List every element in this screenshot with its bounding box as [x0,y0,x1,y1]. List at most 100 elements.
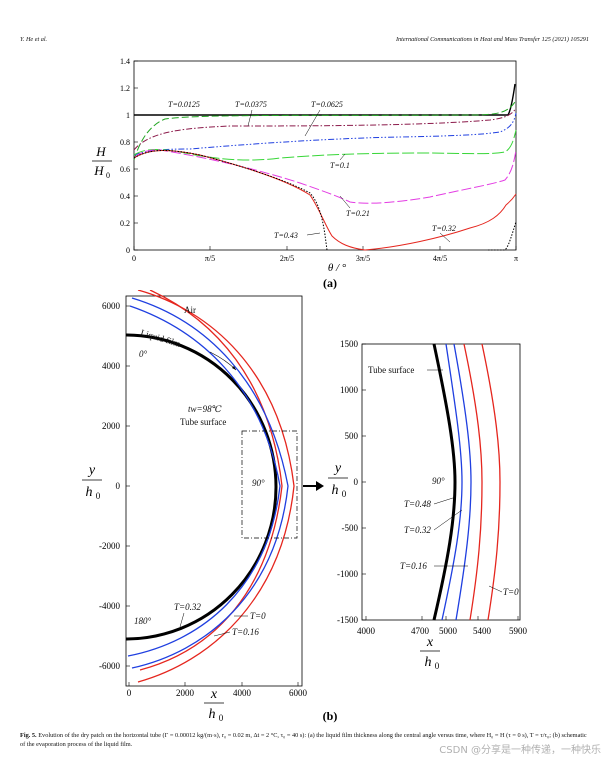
left-x-axis-label: x h 0 [204,687,224,723]
svg-text:h: h [86,485,93,500]
x-tick-label: π [514,254,518,263]
left-x-tick-label: 2000 [176,688,195,698]
svg-text:h: h [209,707,216,722]
right-x-tick-label: 5400 [473,626,492,636]
left-y-tick-label: 4000 [102,361,121,371]
running-header-authors: Y. He et al. [20,36,48,43]
tube-surface-arc [125,333,278,641]
left-y-axis-label: y h 0 [82,463,102,501]
curve-end-dotted [488,221,517,251]
right-x-tick-label: 5900 [509,626,528,636]
label-angle-90: 90° [252,478,265,488]
inset-film-t048 [441,343,463,621]
left-x-ticks: 0 2000 4000 6000 [127,682,308,698]
film-blue-inner [127,305,281,657]
svg-text:y: y [333,461,342,476]
svg-text:0: 0 [219,713,224,723]
y-tick-label: 0.4 [120,192,130,201]
right-y-tick-label: 500 [345,431,359,441]
svg-text:0: 0 [342,489,347,499]
x-tick-label: π/5 [205,254,215,263]
inset-film-t0 [481,343,501,621]
label-t01: T=0.1 [330,161,350,170]
left-y-tick-label: 0 [116,481,121,491]
left-y-tick-label: -6000 [99,661,120,671]
label-t016-left: T=0.16 [232,627,259,637]
curve-t0375 [133,101,516,161]
right-y-tick-label: -500 [342,523,359,533]
inset-film-t032 [453,343,472,621]
label-t0375: T=0.0375 [235,100,267,109]
right-y-tick-label: -1000 [337,569,358,579]
curve-t043-black [133,149,328,251]
watermark: CSDN @分享是一种传递，一种快乐 [439,745,601,756]
running-header-journal: International Communications in Heat and… [395,36,589,43]
right-y-tick-label: 1000 [340,385,359,395]
y-tick-label: 1.2 [120,84,130,93]
svg-text:H: H [93,163,104,178]
caption-label: Fig. 5. [20,732,37,739]
label-angle-0: 0° [139,349,148,359]
inset-label-t032: T=0.32 [404,525,431,535]
plot-a-frame [133,60,517,251]
figure-b: 6000 4000 2000 0 -2000 -4000 -6000 0 200… [82,290,528,723]
right-x-ticks: 4000 4700 5000 5400 5900 [357,616,528,636]
svg-text:y: y [87,463,96,478]
y-axis-label: H H 0 [92,144,112,180]
left-y-tick-label: 2000 [102,421,121,431]
y-tick-label: 0.8 [120,138,130,147]
right-y-ticks: 1500 1000 500 0 -500 -1000 -1500 [337,339,366,625]
svg-text:h: h [332,483,339,498]
x-axis-ticks: 0 π/5 2π/5 3π/5 4π/5 π [132,246,518,263]
left-x-tick-label: 0 [127,688,132,698]
inset-label-tube-surface: Tube surface [368,365,414,375]
curve-t021 [133,129,517,161]
svg-text:h: h [425,655,432,670]
left-x-tick-label: 6000 [289,688,308,698]
inset-label-t0: T=0 [503,587,519,597]
y-tick-label: 0.6 [120,165,130,174]
right-x-tick-label: 4000 [357,626,376,636]
right-x-tick-label: 4700 [411,626,430,636]
figure-a: 0 0.2 0.4 0.6 0.8 1 1.2 1.4 0 π/5 2π/5 3… [92,57,518,290]
label-liquid-film: Liquid film [139,327,181,349]
inset-label-t048: T=0.48 [404,499,431,509]
label-t0125: T=0.0125 [168,100,200,109]
x-tick-label: 3π/5 [356,254,370,263]
label-t032: T=0.32 [432,224,456,233]
panel-label-b: (b) [323,709,338,723]
film-t0-red [137,290,295,683]
label-air: Air [184,305,196,315]
inset-label-t016: T=0.16 [400,561,427,571]
inset-tube-surface [432,343,457,621]
label-t032-left: T=0.32 [174,602,201,612]
curve-t032 [133,149,517,204]
label-tube-surface: Tube surface [180,417,226,427]
y-axis-ticks: 0 0.2 0.4 0.6 0.8 1 1.2 1.4 [120,57,138,255]
right-y-axis-label: y h 0 [328,461,348,499]
right-y-tick-label: -1500 [337,615,358,625]
left-x-tick-label: 4000 [233,688,252,698]
curve-t0625 [133,107,517,151]
panel-label-a: (a) [323,276,337,290]
film-blue-outer [131,297,289,669]
zoom-region [241,430,298,539]
label-angle-180: 180° [134,616,152,626]
x-tick-label: 0 [132,254,136,263]
curve-t043-red [133,149,517,251]
y-tick-label: 1 [126,111,130,120]
right-x-tick-label: 5000 [439,626,458,636]
y-tick-label: 0.2 [120,219,130,228]
svg-text:x: x [210,687,218,702]
film-t016-red [139,290,283,671]
svg-text:x: x [426,635,434,650]
caption-text: Evolution of the dry patch on the horizo… [20,732,587,748]
left-y-ticks: 6000 4000 2000 0 -2000 -4000 -6000 [99,301,130,671]
x-axis-label: θ / ° [328,262,347,274]
label-t0625: T=0.0625 [311,100,343,109]
svg-text:0: 0 [435,661,440,671]
right-y-tick-label: 1500 [340,339,359,349]
x-tick-label: 2π/5 [280,254,294,263]
label-t043: T=0.43 [274,231,298,240]
x-tick-label: 4π/5 [433,254,447,263]
